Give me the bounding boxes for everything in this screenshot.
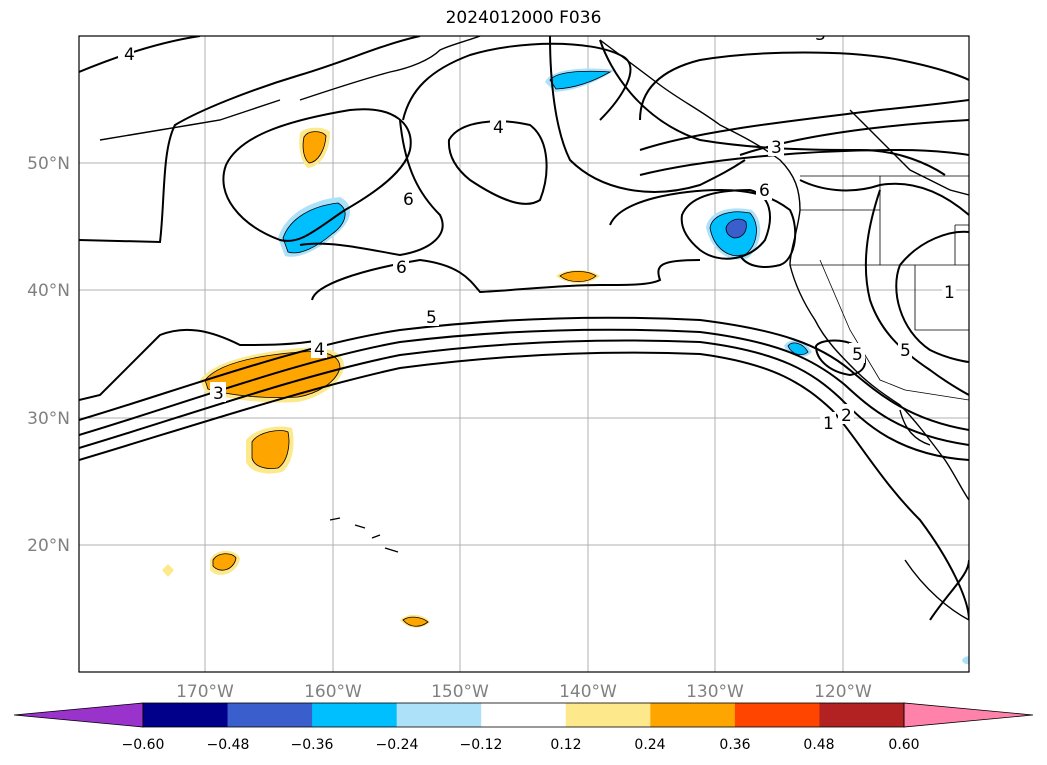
colorbar: −0.60 −0.48 −0.36 −0.24 −0.12 0.12 0.24 … — [13, 702, 1034, 753]
colorbar-tick-label: 0.60 — [888, 737, 919, 753]
lat-label: 40°N — [27, 281, 70, 301]
contour-label: 1 — [944, 283, 955, 303]
latitude-labels: 50°N 40°N 30°N 20°N — [27, 154, 70, 556]
colorbar-segment — [819, 703, 905, 727]
contour-label: 4 — [314, 340, 325, 360]
colorbar-tick-label: −0.36 — [291, 737, 334, 753]
contour-label: 2 — [841, 406, 852, 426]
contour-label-group: 4 4 3 6 6 5 4 3 6 2 1 5 3 1 — [118, 25, 956, 434]
lat-label: 20°N — [27, 536, 70, 556]
lon-label: 140°W — [559, 682, 617, 702]
contour-label: 4 — [493, 118, 504, 138]
contour-label: 3 — [771, 138, 782, 158]
colorbar-tick-label: −0.48 — [207, 737, 250, 753]
lon-label: 150°W — [431, 682, 489, 702]
colorbar-tick-label: 0.12 — [550, 737, 581, 753]
map-axes-frame — [78, 35, 970, 673]
colorbar-segment — [481, 703, 567, 727]
lon-label: 130°W — [686, 682, 744, 702]
contour-label: 4 — [124, 45, 135, 65]
colorbar-segments — [143, 703, 905, 727]
colorbar-tick-label: 0.48 — [803, 737, 834, 753]
colorbar-min-arrow — [13, 702, 144, 728]
lon-label: 170°W — [176, 682, 234, 702]
lon-label: 160°W — [304, 682, 362, 702]
contour-label: 1 — [823, 414, 834, 434]
contour-label: 5 — [900, 341, 911, 361]
contour-label: 5 — [426, 308, 437, 328]
colorbar-max-arrow — [903, 702, 1034, 728]
colorbar-segment — [565, 703, 651, 727]
colorbar-segment — [396, 703, 482, 727]
map-title: 2024012000 F036 — [445, 8, 602, 28]
colorbar-segment — [227, 703, 313, 727]
colorbar-tick-label: −0.12 — [460, 737, 503, 753]
colorbar-ticks: −0.60 −0.48 −0.36 −0.24 −0.12 0.12 0.24 … — [122, 737, 920, 753]
colorbar-segment — [143, 703, 229, 727]
lon-label: 120°W — [814, 682, 872, 702]
colorbar-tick-label: 0.36 — [719, 737, 750, 753]
colorbar-tick-label: −0.24 — [376, 737, 419, 753]
longitude-labels: 170°W 160°W 150°W 140°W 130°W 120°W — [176, 682, 872, 702]
colorbar-segment — [650, 703, 736, 727]
political-borders — [790, 175, 969, 401]
colorbar-segment — [312, 703, 398, 727]
contour-label: 6 — [396, 258, 407, 278]
colorbar-tick-label: 0.24 — [634, 737, 665, 753]
contour-label: 5 — [852, 345, 863, 365]
contour-label: 3 — [213, 384, 224, 404]
colorbar-tick-label: −0.60 — [122, 737, 165, 753]
contour-label: 3 — [815, 25, 826, 45]
lat-label: 30°N — [27, 409, 70, 429]
colorbar-segment — [734, 703, 820, 727]
colorbar-frame — [142, 702, 905, 728]
contour-label: 6 — [403, 190, 414, 210]
contour-label: 6 — [759, 181, 770, 201]
lat-label: 50°N — [27, 154, 70, 174]
map-axes-background — [79, 36, 969, 672]
